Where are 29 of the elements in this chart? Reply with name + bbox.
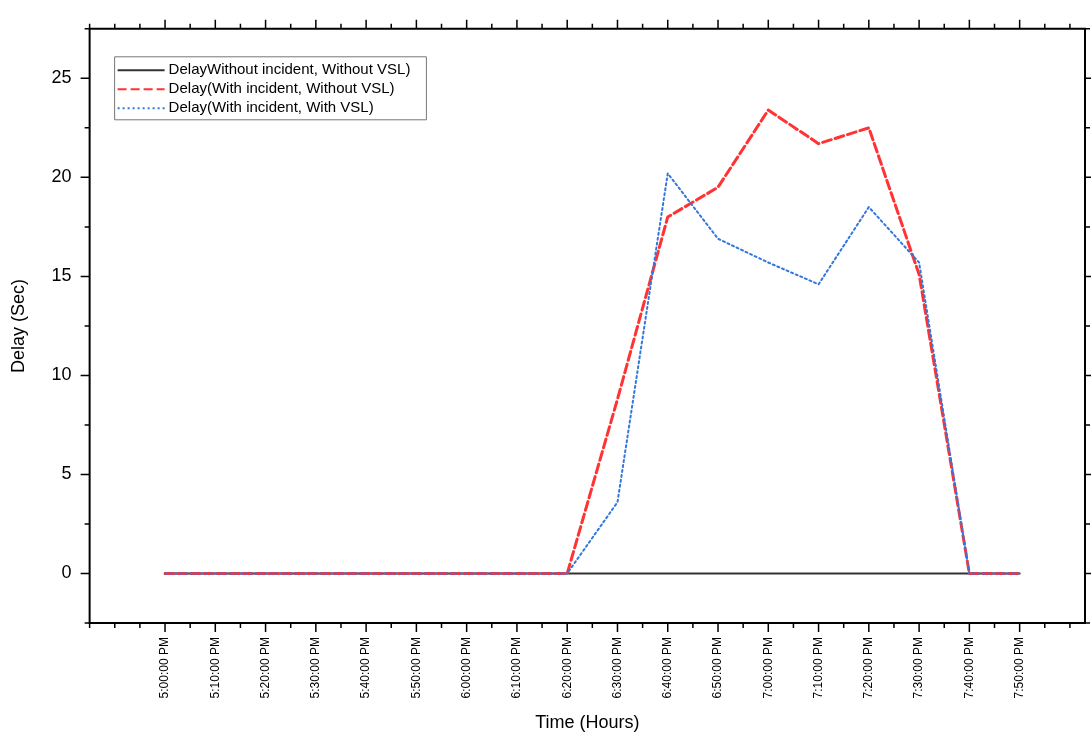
x-tick-label: 6:00:00 PM — [458, 637, 473, 699]
x-tick-label: 7:00:00 PM — [760, 637, 775, 699]
y-tick-label: 20 — [51, 166, 72, 187]
x-tick-label: 6:40:00 PM — [660, 637, 675, 699]
x-tick-label: 7:50:00 PM — [1011, 637, 1026, 699]
y-axis-title: Delay (Sec) — [7, 278, 28, 373]
x-tick-label: 5:40:00 PM — [358, 637, 373, 699]
x-tick-label: 7:20:00 PM — [861, 637, 876, 699]
y-tick-label: 25 — [51, 67, 72, 88]
x-tick-label: 5:00:00 PM — [157, 637, 172, 699]
legend-label: DelayWithout incident, Without VSL) — [168, 60, 411, 78]
x-tick-label: 7:10:00 PM — [810, 637, 825, 699]
x-tick-label: 5:20:00 PM — [257, 637, 272, 699]
y-tick-label: 0 — [61, 562, 72, 583]
x-tick-label: 5:30:00 PM — [308, 637, 323, 699]
x-tick-label: 6:30:00 PM — [609, 637, 624, 699]
x-tick-label: 7:40:00 PM — [961, 637, 976, 699]
x-tick-label: 7:30:00 PM — [911, 637, 926, 699]
x-axis-title: Time (Hours) — [535, 712, 640, 733]
y-tick-label: 15 — [51, 265, 72, 286]
x-tick-label: 5:10:00 PM — [207, 637, 222, 699]
x-tick-label: 6:10:00 PM — [509, 637, 524, 699]
y-tick-label: 10 — [51, 364, 72, 385]
x-tick-label: 5:50:00 PM — [408, 637, 423, 699]
x-tick-label: 6:20:00 PM — [559, 637, 574, 699]
y-tick-label: 5 — [61, 463, 72, 484]
legend-label: Delay(With incident, Without VSL) — [168, 79, 395, 97]
legend-label: Delay(With incident, With VSL) — [168, 98, 374, 116]
x-tick-label: 6:50:00 PM — [710, 637, 725, 699]
